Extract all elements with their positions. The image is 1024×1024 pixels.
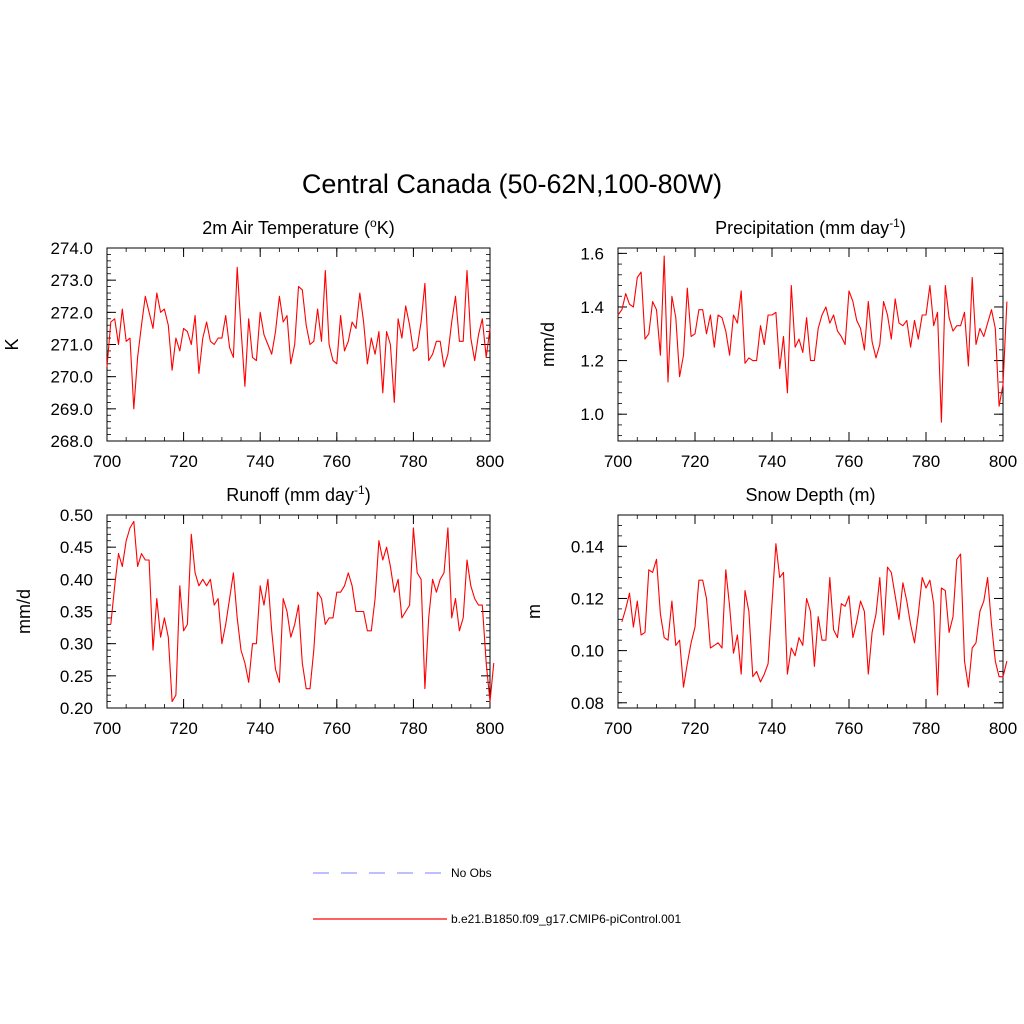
x-tick-label: 700	[93, 719, 121, 738]
panel-title-tail: K)	[377, 218, 395, 238]
x-tick-label: 780	[912, 719, 940, 738]
panel-title: Snow Depth (m)	[745, 485, 875, 505]
x-tick-label: 740	[758, 719, 786, 738]
x-tick-label: 760	[323, 719, 351, 738]
y-tick-label: 0.20	[60, 699, 93, 718]
y-tick-label: 274.0	[50, 239, 93, 258]
x-tick-label: 760	[835, 452, 863, 471]
series-line-model	[621, 543, 1008, 696]
series-line-model	[106, 266, 491, 410]
panel-precipitation: 1.0 1.2 1.4 1.6 700 720 740 760 780 800 Precipitat…	[538, 216, 1017, 471]
y-tick-label: 0.08	[571, 694, 604, 713]
x-tick-label: 780	[399, 719, 427, 738]
y-tick-label: 270.0	[50, 368, 93, 387]
x-tick-label: 800	[476, 719, 504, 738]
panel-title-main: Runoff (mm day	[226, 485, 354, 505]
y-tick-label: 1.2	[580, 352, 604, 371]
x-tick-label: 720	[681, 452, 709, 471]
y-tick-label: 0.12	[571, 589, 604, 608]
figure-title: Central Canada (50-62N,100-80W)	[302, 169, 722, 199]
x-tick-label: 800	[476, 452, 504, 471]
panel-snow-depth: 0.08 0.10 0.12 0.14 700 720 740 760 780 800 Snow D…	[524, 485, 1017, 738]
panel-title-superscript: -1	[889, 216, 900, 230]
plot-frame	[106, 247, 491, 442]
panel-title-tail: )	[365, 485, 371, 505]
y-tick-label: 0.40	[60, 570, 93, 589]
panel-title-main: 2m Air Temperature (	[202, 218, 370, 238]
x-tick-label: 740	[246, 452, 274, 471]
panel-title-main: Snow Depth (m)	[745, 485, 875, 505]
x-tick-label: 780	[912, 452, 940, 471]
y-tick-label: 1.6	[580, 244, 604, 263]
panel-title-superscript: o	[370, 216, 377, 230]
legend: No Obs b.e21.B1850.f09_g17.CMIP6-piContr…	[313, 866, 681, 926]
y-tick-label: 268.0	[50, 432, 93, 451]
x-tick-label: 780	[399, 452, 427, 471]
y-tick-label: 0.10	[571, 642, 604, 661]
y-tick-label: 1.0	[580, 405, 604, 424]
y-axis-label: K	[2, 338, 22, 350]
panel-title-tail: )	[900, 218, 906, 238]
y-axis-label: mm/d	[14, 589, 34, 634]
legend-model-label: b.e21.B1850.f09_g17.CMIP6-piControl.001	[451, 912, 681, 926]
x-tick-label: 720	[169, 719, 197, 738]
panel-title: Precipitation (mm day-1)	[715, 216, 906, 238]
x-tick-label: 740	[246, 719, 274, 738]
x-tick-label: 720	[169, 452, 197, 471]
panel-temperature: 268.0 269.0 270.0 271.0 272.0 273.0 274.0 700 72…	[2, 216, 504, 471]
x-tick-label: 800	[989, 452, 1017, 471]
y-tick-label: 0.25	[60, 667, 93, 686]
panel-title: Runoff (mm day-1)	[226, 483, 370, 505]
x-tick-label: 720	[681, 719, 709, 738]
plot-frame	[617, 247, 1004, 442]
series-line-model	[110, 520, 495, 703]
y-tick-label: 272.0	[50, 303, 93, 322]
x-tick-label: 760	[835, 719, 863, 738]
x-tick-label: 740	[758, 452, 786, 471]
y-tick-label: 1.4	[580, 298, 604, 317]
x-tick-label: 700	[93, 452, 121, 471]
x-tick-label: 760	[323, 452, 351, 471]
panel-title: 2m Air Temperature (oK)	[202, 216, 394, 238]
y-tick-label: 0.35	[60, 603, 93, 622]
panel-title-main: Precipitation (mm day	[715, 218, 889, 238]
panel-title-superscript: -1	[354, 483, 365, 497]
y-tick-label: 271.0	[50, 336, 93, 355]
series-line-model	[617, 255, 1008, 423]
x-tick-label: 700	[604, 719, 632, 738]
x-tick-label: 700	[604, 452, 632, 471]
y-tick-label: 269.0	[50, 400, 93, 419]
panel-runoff: 0.20 0.25 0.30 0.35 0.40 0.45 0.50 700 720 740 760…	[14, 483, 504, 738]
legend-no-obs-label: No Obs	[451, 866, 492, 880]
y-tick-label: 0.45	[60, 538, 93, 557]
y-tick-label: 0.30	[60, 635, 93, 654]
y-tick-label: 273.0	[50, 271, 93, 290]
y-tick-label: 0.14	[571, 537, 604, 556]
y-axis-label: m	[524, 604, 544, 619]
y-axis-label: mm/d	[538, 322, 558, 367]
x-tick-label: 800	[989, 719, 1017, 738]
y-tick-label: 0.50	[60, 506, 93, 525]
